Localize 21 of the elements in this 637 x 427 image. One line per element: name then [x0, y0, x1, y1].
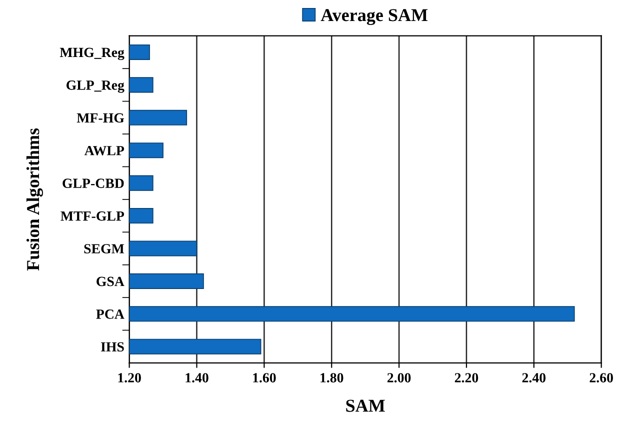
y-tick-label: MTF-GLP: [60, 211, 124, 221]
y-tick-label: MHG_Reg: [60, 48, 124, 60]
x-tick-label: 2.20: [454, 373, 478, 383]
x-tick-label: 2.00: [387, 373, 411, 383]
y-axis-title: Fusion Algorithms: [26, 128, 43, 271]
y-tick-label: MF-HG: [76, 113, 124, 123]
y-tick-label: IHS: [100, 342, 124, 352]
x-tick-label: 2.40: [522, 373, 546, 383]
legend-label: Average SAM: [320, 9, 428, 26]
y-tick-label: AWLP: [84, 146, 124, 156]
x-tick-label: 1.40: [186, 373, 208, 383]
x-axis-title: SAM: [346, 400, 385, 412]
x-tick-label: 2.60: [590, 373, 613, 383]
x-tick-label: 1.80: [320, 373, 344, 383]
y-tick-label: SEGM: [84, 244, 124, 254]
y-tick-label: GLP-CBD: [62, 178, 124, 188]
y-tick-label: PCA: [96, 310, 124, 319]
y-tick-label: GLP_Reg: [66, 80, 124, 93]
x-tick-label: 1.20: [118, 373, 141, 383]
x-tick-label: 1.60: [253, 373, 276, 383]
y-tick-label: GSA: [96, 276, 124, 286]
